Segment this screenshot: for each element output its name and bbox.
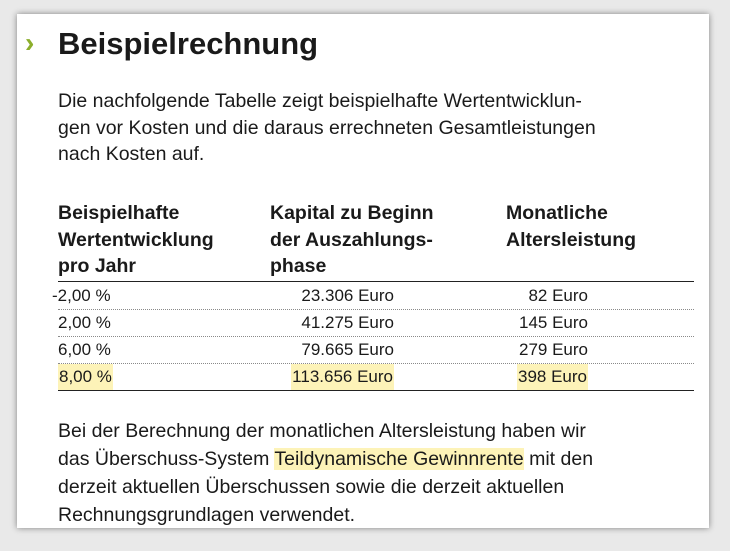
header-line: phase: [270, 255, 327, 277]
column-header-capital: Kapital zu Beginn der Auszahlungs- phase: [270, 200, 434, 280]
table-row-highlighted: 8,00 % 113.656 Euro 398 Euro: [58, 364, 694, 391]
capital-cell: 113.656 Euro: [291, 364, 394, 390]
capital-cell: 23.306 Euro: [301, 286, 394, 305]
outro-line: das Überschuss-System Teildynamische Gew…: [58, 445, 703, 473]
table-row: 6,00 % 79.665 Euro 279 Euro: [58, 337, 694, 364]
header-line: Altersleistung: [506, 228, 637, 251]
header-line: Beispielhafte: [58, 202, 180, 224]
outro-line: Rechnungsgrundlagen verwendet.: [58, 504, 356, 526]
chevron-right-icon: ›: [25, 27, 35, 58]
page-title: Beispielrechnung: [58, 26, 319, 61]
header-divider: [58, 281, 694, 282]
outro-text: mit den: [523, 448, 594, 470]
header-line: der Auszahlungs-: [270, 228, 433, 251]
document-card: › Beispielrechnung Die nachfolgende Tabe…: [17, 14, 709, 528]
column-header-performance: Beispielhafte Wertentwicklung pro Jahr: [58, 200, 214, 280]
column-header-pension: Monatliche Altersleistung: [506, 200, 636, 253]
rate-cell: 6,00 %: [58, 340, 111, 359]
header-line: pro Jahr: [58, 255, 137, 277]
intro-line: nach Kosten auf.: [58, 143, 205, 165]
pension-cell: 82 Euro: [528, 286, 588, 305]
pension-cell: 145 Euro: [519, 313, 588, 332]
header-line: Wertentwicklung: [58, 228, 214, 251]
table-row: -2,00 % 23.306 Euro 82 Euro: [52, 283, 694, 310]
highlighted-term: Teildynamische Gewinnrente: [274, 448, 524, 470]
outro-paragraph: Bei der Berechnung der monatlichen Alter…: [58, 417, 703, 529]
rate-cell: 2,00 %: [58, 313, 111, 332]
capital-cell: 79.665 Euro: [301, 340, 394, 359]
pension-cell: 279 Euro: [519, 340, 588, 359]
table-row: 2,00 % 41.275 Euro 145 Euro: [58, 310, 694, 337]
capital-cell: 41.275 Euro: [301, 313, 394, 332]
rate-cell: -2,00 %: [52, 286, 111, 305]
intro-paragraph: Die nachfolgende Tabelle zeigt beispielh…: [58, 88, 698, 168]
header-line: Kapital zu Beginn: [270, 202, 434, 224]
outro-line: derzeit aktuellen Überschussen sowie die…: [58, 476, 565, 498]
rate-cell: 8,00 %: [58, 364, 113, 390]
intro-line: gen vor Kosten und die daraus errechnete…: [58, 116, 596, 139]
pension-cell: 398 Euro: [517, 364, 588, 390]
outro-line: Bei der Berechnung der monatlichen Alter…: [58, 420, 586, 442]
outro-text: das Überschuss-System: [58, 448, 275, 470]
header-line: Monatliche: [506, 202, 608, 224]
intro-line: Die nachfolgende Tabelle zeigt beispielh…: [58, 90, 582, 112]
